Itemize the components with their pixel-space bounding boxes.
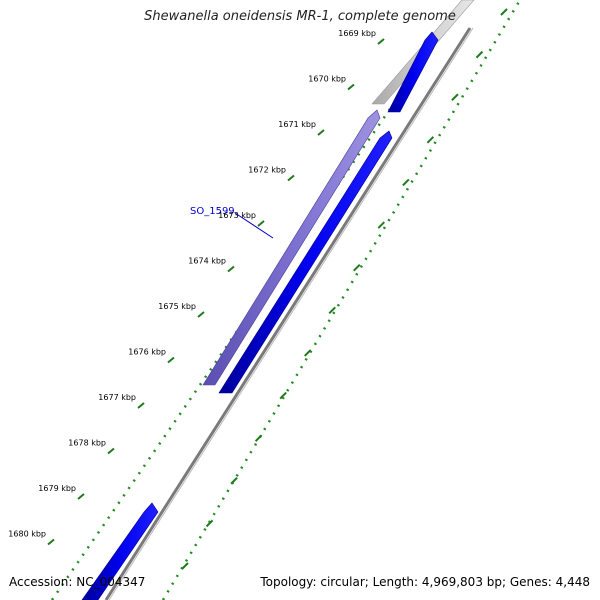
kbp-tick-label: 1670 kbp	[308, 75, 346, 84]
kbp-tick-mark	[257, 220, 265, 227]
kbp-tick-mark	[197, 311, 205, 318]
cds-arrow-top[interactable]	[387, 31, 439, 113]
gc-dash	[279, 391, 287, 400]
kbp-tick-label: 1669 kbp	[338, 29, 376, 38]
gc-track-dashes	[181, 8, 508, 570]
genome-backbone	[104, 27, 472, 600]
kbp-tick-label: 1672 kbp	[248, 166, 286, 175]
genome-summary: Topology: circular; Length: 4,969,803 bp…	[260, 575, 590, 589]
kbp-tick-label: 1677 kbp	[98, 393, 136, 402]
gc-dash	[353, 263, 361, 272]
gene-label-leader	[234, 212, 274, 239]
gc-track-inner	[161, 0, 522, 600]
kbp-tick-label: 1676 kbp	[128, 348, 166, 357]
gc-dash	[254, 434, 263, 442]
gc-dash	[181, 562, 189, 570]
accession-label: Accession: NC_004347	[9, 575, 146, 589]
cds-arrow-middle[interactable]	[218, 130, 393, 394]
gc-dash	[402, 178, 410, 187]
map-title: Shewanella oneidensis MR-1, complete gen…	[144, 9, 456, 24]
kbp-tick-mark	[137, 402, 145, 409]
kbp-tick-label: 1680 kbp	[8, 530, 46, 539]
gc-dash	[475, 50, 484, 59]
gene-label-so-1599[interactable]: SO_1599	[190, 206, 235, 217]
kbp-tick-mark	[107, 447, 115, 455]
genome-backbone-shadow	[108, 27, 474, 600]
kbp-tick-label: 1679 kbp	[38, 484, 76, 493]
gc-dash	[328, 306, 336, 315]
kbp-tick-label: 1671 kbp	[278, 120, 316, 129]
kbp-tick-mark	[377, 38, 385, 45]
kbp-tick-label: 1673 kbp	[218, 211, 256, 220]
kbp-tick-label: 1674 kbp	[188, 257, 226, 266]
kbp-tick-label: 1675 kbp	[158, 302, 196, 311]
cds-arrow-bottom[interactable]	[81, 502, 159, 600]
kbp-tick-mark	[227, 265, 235, 273]
kbp-tick-mark	[77, 493, 85, 500]
kbp-tick-mark	[287, 174, 295, 182]
gc-dash	[303, 349, 312, 357]
gc-dash	[230, 477, 238, 485]
gc-dash	[377, 221, 386, 229]
kbp-tick-mark	[317, 129, 325, 136]
kbp-tick-label: 1678 kbp	[68, 439, 106, 448]
gene-so-1599[interactable]	[202, 109, 381, 386]
gc-dash	[426, 136, 435, 144]
gc-dash	[205, 519, 214, 528]
kbp-tick-mark	[347, 83, 355, 91]
kbp-ticks: 1669 kbp 1670 kbp 1671 kbp 1672 kbp 1673 kbp…	[8, 29, 385, 546]
kbp-tick-mark	[167, 356, 175, 364]
gc-dash	[500, 8, 508, 16]
kbp-tick-mark	[47, 538, 55, 546]
gc-dash	[451, 93, 459, 101]
